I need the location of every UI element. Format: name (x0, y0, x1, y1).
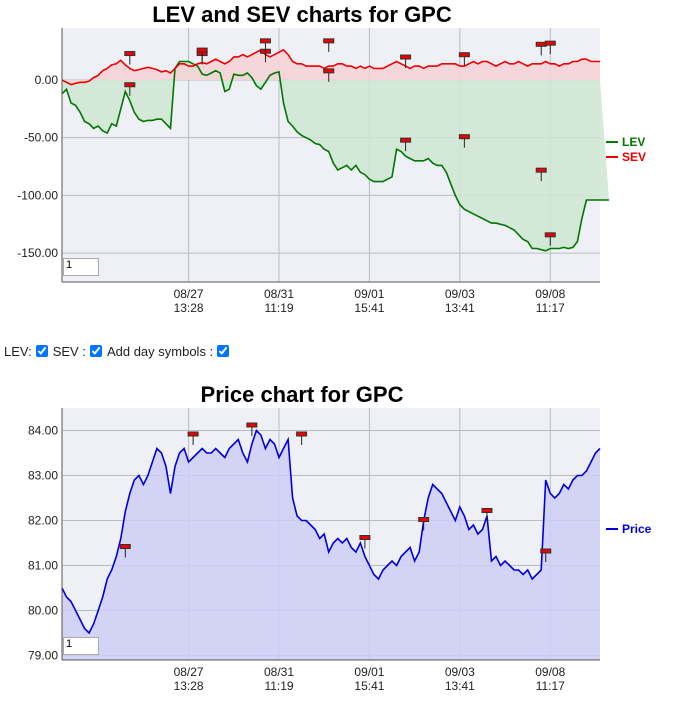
y-tick-label: 79.00 (28, 649, 58, 663)
day-marker (544, 232, 556, 238)
day-marker (535, 167, 547, 173)
day-marker (323, 38, 335, 44)
day-marker (418, 517, 430, 522)
day-marker (259, 38, 271, 44)
day-marker (400, 54, 412, 60)
lev-toggle-label: LEV: (4, 343, 32, 359)
x-tick-date: 09/03 (445, 665, 475, 679)
y-tick-label: -50.00 (24, 131, 58, 145)
series-line-price (61, 429, 601, 635)
x-tick-date: 08/27 (174, 665, 204, 679)
x-tick-time: 11:19 (264, 679, 293, 693)
y-tick-label: 82.00 (28, 514, 58, 528)
legend-label-price: Price (622, 522, 652, 536)
x-tick-date: 09/01 (354, 665, 384, 679)
x-tick-time: 15:41 (354, 679, 384, 693)
day-marker (124, 82, 136, 88)
x-tick-time: 11:17 (536, 679, 565, 693)
price-chart: Price chart for GPC 84.00 83.00 82.00 81.00 8… (28, 382, 652, 693)
series-line-lev (61, 60, 609, 252)
x-tick-time: 13:41 (445, 679, 475, 693)
y-tick-label: 84.00 (28, 424, 58, 438)
day-symbols-toggle-checkbox[interactable] (217, 345, 230, 357)
x-tick-date: 09/01 (354, 287, 384, 301)
x-tick-time: 13:28 (174, 301, 204, 315)
legend-label-sev: SEV (622, 150, 646, 164)
lev-toggle-checkbox[interactable] (35, 345, 48, 357)
series-area-sev (62, 49, 600, 85)
day-marker (323, 68, 335, 74)
x-tick-time: 15:41 (354, 301, 384, 315)
chart-title: LEV and SEV charts for GPC (152, 2, 452, 27)
day-marker (359, 535, 371, 540)
lev-sev-chart: LEV and SEV charts for GPC 0.00 -50.00 -100… (17, 2, 646, 315)
day-marker (196, 47, 208, 53)
x-tick-date: 09/03 (445, 287, 475, 301)
x-tick-date: 09/08 (535, 287, 565, 301)
lev-sev-zoom-input[interactable]: 1 (63, 258, 99, 276)
x-tick-time: 11:19 (264, 301, 293, 315)
x-tick-date: 08/31 (264, 287, 294, 301)
x-tick-time: 13:41 (445, 301, 475, 315)
y-tick-label: -150.00 (17, 246, 58, 260)
day-marker (481, 508, 493, 513)
y-tick-label: 80.00 (28, 604, 58, 618)
x-tick-date: 08/27 (174, 287, 204, 301)
day-marker (119, 544, 131, 549)
day-marker (544, 40, 556, 46)
day-marker (458, 52, 470, 58)
day-marker (540, 548, 552, 554)
day-marker (246, 422, 258, 428)
series-area-price (62, 430, 600, 660)
day-marker (124, 51, 136, 57)
series-area-lev (62, 61, 609, 251)
day-marker (296, 431, 308, 437)
x-tick-time: 13:28 (174, 679, 204, 693)
y-tick-label: 0.00 (35, 73, 59, 87)
legend-label-lev: LEV (622, 135, 645, 149)
x-tick-date: 08/31 (264, 665, 294, 679)
sev-toggle-label: SEV : (52, 343, 86, 359)
chart-title: Price chart for GPC (201, 382, 404, 407)
sev-toggle-checkbox[interactable] (89, 345, 102, 357)
series-toggle-bar: LEV: SEV : Add day symbols : (4, 343, 232, 359)
day-marker (187, 431, 199, 437)
y-tick-label: -100.00 (17, 188, 58, 202)
day-marker (400, 137, 412, 143)
y-tick-label: 83.00 (28, 469, 58, 483)
day-marker (458, 134, 470, 140)
y-tick-label: 81.00 (28, 559, 58, 573)
day-symbols-toggle-label: Add day symbols : (106, 343, 214, 359)
series-line-sev (61, 48, 600, 86)
price-zoom-input[interactable]: 1 (63, 637, 99, 655)
x-tick-date: 09/08 (535, 665, 565, 679)
x-tick-time: 11:17 (536, 301, 565, 315)
day-marker (535, 41, 547, 47)
